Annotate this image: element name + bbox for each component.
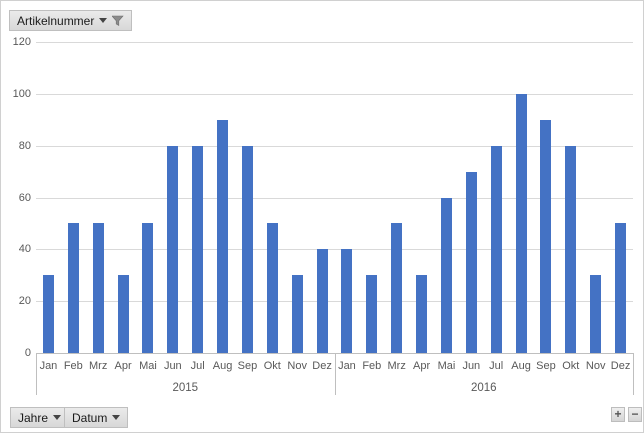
bar-2016-Okt[interactable] — [565, 145, 577, 353]
month-label: Okt — [562, 360, 580, 372]
bar-2015-Jul[interactable] — [192, 145, 204, 353]
category-separator — [334, 353, 336, 395]
filter-funnel-icon — [112, 15, 125, 27]
y-axis-tick-label: 100 — [12, 87, 31, 100]
bar-2016-Feb[interactable] — [366, 275, 378, 353]
bar-2015-Jan[interactable] — [42, 275, 54, 353]
datum-field-label: Datum — [72, 410, 108, 425]
month-label: Aug — [212, 360, 233, 372]
bar-2016-Mrz[interactable] — [391, 223, 403, 353]
chevron-down-icon — [53, 415, 62, 420]
month-label: Dez — [312, 360, 332, 372]
bar-2015-Okt[interactable] — [266, 223, 278, 353]
bar-2016-Apr[interactable] — [416, 275, 428, 353]
gridline — [36, 93, 633, 95]
y-axis-tick-label: 0 — [24, 347, 31, 359]
month-label: Feb — [362, 360, 382, 372]
gridline — [36, 145, 633, 147]
bar-2016-Jul[interactable] — [490, 145, 502, 353]
y-axis-tick-label: 80 — [18, 139, 31, 152]
artikelnummer-filter-label: Artikelnummer — [17, 13, 95, 28]
bar-2015-Jun[interactable] — [167, 145, 179, 353]
bar-2015-Sep[interactable] — [241, 145, 253, 353]
artikelnummer-filter-button[interactable]: Artikelnummer — [9, 10, 133, 31]
month-label: Aug — [511, 360, 531, 372]
month-label: Sep — [536, 360, 556, 372]
category-separator — [633, 353, 634, 395]
bar-2016-Jan[interactable] — [341, 249, 353, 353]
year-label: 2016 — [470, 382, 497, 394]
gridline — [36, 42, 633, 43]
bar-2015-Mai[interactable] — [142, 223, 154, 353]
month-label: Jan — [39, 360, 58, 372]
month-label: Mai — [139, 360, 157, 372]
datum-field-button[interactable]: Datum — [64, 407, 129, 428]
bar-2016-Dez[interactable] — [615, 223, 627, 353]
year-label: 2015 — [172, 382, 199, 394]
month-label: Jun — [163, 360, 182, 372]
month-label: Okt — [263, 360, 281, 372]
month-label: Jul — [190, 360, 205, 372]
gridline — [36, 249, 633, 251]
collapse-field-button[interactable]: − — [628, 407, 642, 422]
month-label: Mai — [437, 360, 456, 372]
bar-2015-Feb[interactable] — [67, 223, 79, 353]
y-axis-tick-label: 20 — [18, 295, 31, 308]
month-label: Mrz — [387, 360, 406, 372]
month-label: Nov — [287, 360, 307, 372]
expand-field-button[interactable]: + — [611, 407, 625, 422]
bar-2016-Jun[interactable] — [465, 171, 477, 353]
bar-2016-Mai[interactable] — [440, 197, 452, 353]
month-label: Feb — [63, 360, 83, 372]
month-label: Sep — [237, 360, 258, 372]
y-axis-tick-label: 40 — [18, 243, 31, 256]
category-separator — [36, 353, 37, 395]
bar-2015-Nov[interactable] — [291, 275, 303, 353]
bar-2016-Aug[interactable] — [515, 93, 527, 353]
month-label: Jul — [489, 360, 504, 372]
bar-2015-Dez[interactable] — [316, 249, 328, 353]
y-axis-tick-label: 60 — [18, 191, 31, 204]
jahre-field-label: Jahre — [18, 410, 49, 425]
month-label: Jun — [462, 360, 481, 372]
chevron-down-icon — [112, 415, 121, 420]
month-label: Apr — [114, 360, 132, 372]
gridline — [36, 197, 633, 199]
month-label: Nov — [585, 360, 606, 372]
bar-2016-Nov[interactable] — [590, 275, 602, 353]
bar-2015-Aug[interactable] — [217, 119, 229, 353]
gridline — [36, 301, 633, 303]
y-axis-tick-label: 120 — [12, 36, 31, 48]
month-label: Apr — [413, 360, 431, 372]
x-axis-line — [36, 353, 634, 354]
bar-2016-Sep[interactable] — [540, 119, 552, 353]
month-label: Mrz — [89, 360, 108, 372]
jahre-field-button[interactable]: Jahre — [10, 407, 70, 428]
month-label: Dez — [610, 360, 631, 372]
month-label: Jan — [338, 360, 356, 372]
chevron-down-icon — [99, 18, 108, 23]
bar-2015-Apr[interactable] — [117, 275, 129, 353]
bar-2015-Mrz[interactable] — [92, 223, 104, 353]
